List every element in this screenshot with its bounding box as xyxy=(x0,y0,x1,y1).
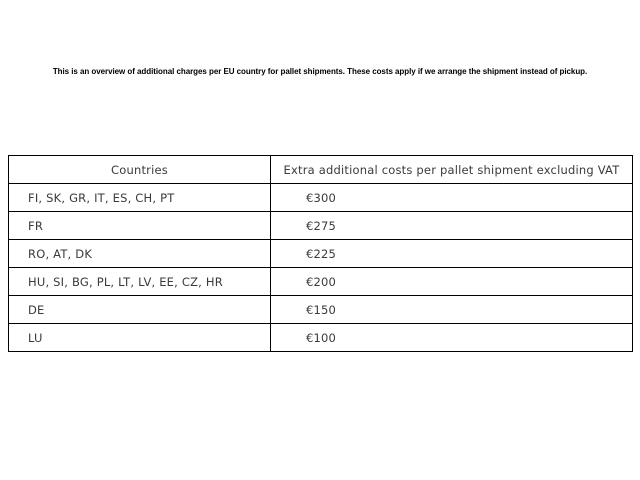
table-row: FR €275 xyxy=(8,211,633,240)
table-row: HU, SI, BG, PL, LT, LV, EE, CZ, HR €200 xyxy=(8,267,633,296)
table-row: RO, AT, DK €225 xyxy=(8,239,633,268)
countries-cell: LU xyxy=(8,323,271,352)
cost-cell: €150 xyxy=(270,295,633,324)
table-header-row: Countries Extra additional costs per pal… xyxy=(8,155,633,184)
cost-cell: €100 xyxy=(270,323,633,352)
countries-cell: DE xyxy=(8,295,271,324)
intro-text: This is an overview of additional charge… xyxy=(52,67,588,76)
header-cost: Extra additional costs per pallet shipme… xyxy=(270,155,633,184)
cost-cell: €200 xyxy=(270,267,633,296)
charges-table: Countries Extra additional costs per pal… xyxy=(8,155,633,352)
cost-cell: €275 xyxy=(270,211,633,240)
header-countries: Countries xyxy=(8,155,271,184)
countries-cell: FI, SK, GR, IT, ES, CH, PT xyxy=(8,183,271,212)
cost-cell: €300 xyxy=(270,183,633,212)
cost-cell: €225 xyxy=(270,239,633,268)
countries-cell: HU, SI, BG, PL, LT, LV, EE, CZ, HR xyxy=(8,267,271,296)
table-row: DE €150 xyxy=(8,295,633,324)
countries-cell: FR xyxy=(8,211,271,240)
table-row: LU €100 xyxy=(8,323,633,352)
countries-cell: RO, AT, DK xyxy=(8,239,271,268)
table-row: FI, SK, GR, IT, ES, CH, PT €300 xyxy=(8,183,633,212)
